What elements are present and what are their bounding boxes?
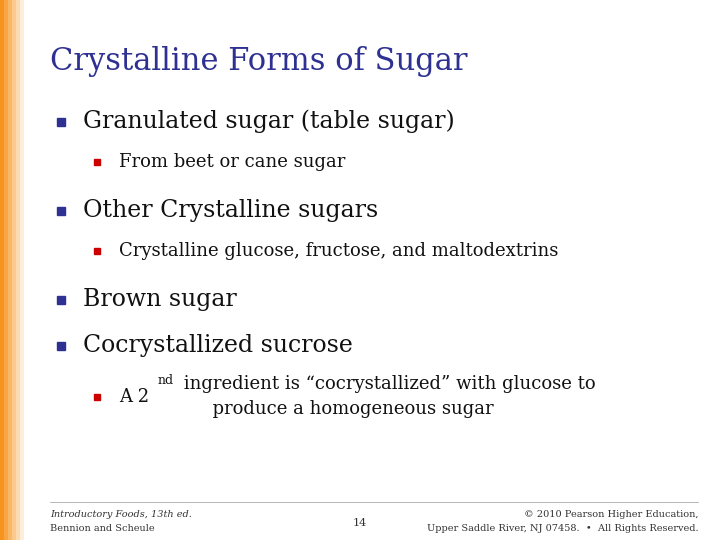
Text: Other Crystalline sugars: Other Crystalline sugars: [83, 199, 378, 222]
Text: 14: 14: [353, 518, 367, 529]
Text: © 2010 Pearson Higher Education,: © 2010 Pearson Higher Education,: [524, 510, 698, 519]
Text: ingredient is “cocrystallized” with glucose to
      produce a homogeneous sugar: ingredient is “cocrystallized” with gluc…: [179, 375, 596, 418]
Text: nd: nd: [158, 374, 174, 387]
Text: Brown sugar: Brown sugar: [83, 288, 237, 311]
Text: Upper Saddle River, NJ 07458.  •  All Rights Reserved.: Upper Saddle River, NJ 07458. • All Righ…: [427, 524, 698, 533]
Text: Bennion and Scheule: Bennion and Scheule: [50, 524, 155, 533]
Text: A 2: A 2: [119, 388, 149, 406]
Text: Granulated sugar (table sugar): Granulated sugar (table sugar): [83, 110, 454, 133]
Text: From beet or cane sugar: From beet or cane sugar: [119, 153, 345, 171]
Text: Crystalline glucose, fructose, and maltodextrins: Crystalline glucose, fructose, and malto…: [119, 242, 558, 260]
Text: Introductory Foods, 13th ed.: Introductory Foods, 13th ed.: [50, 510, 192, 519]
Text: Cocrystallized sucrose: Cocrystallized sucrose: [83, 334, 353, 357]
Text: Crystalline Forms of Sugar: Crystalline Forms of Sugar: [50, 46, 468, 77]
